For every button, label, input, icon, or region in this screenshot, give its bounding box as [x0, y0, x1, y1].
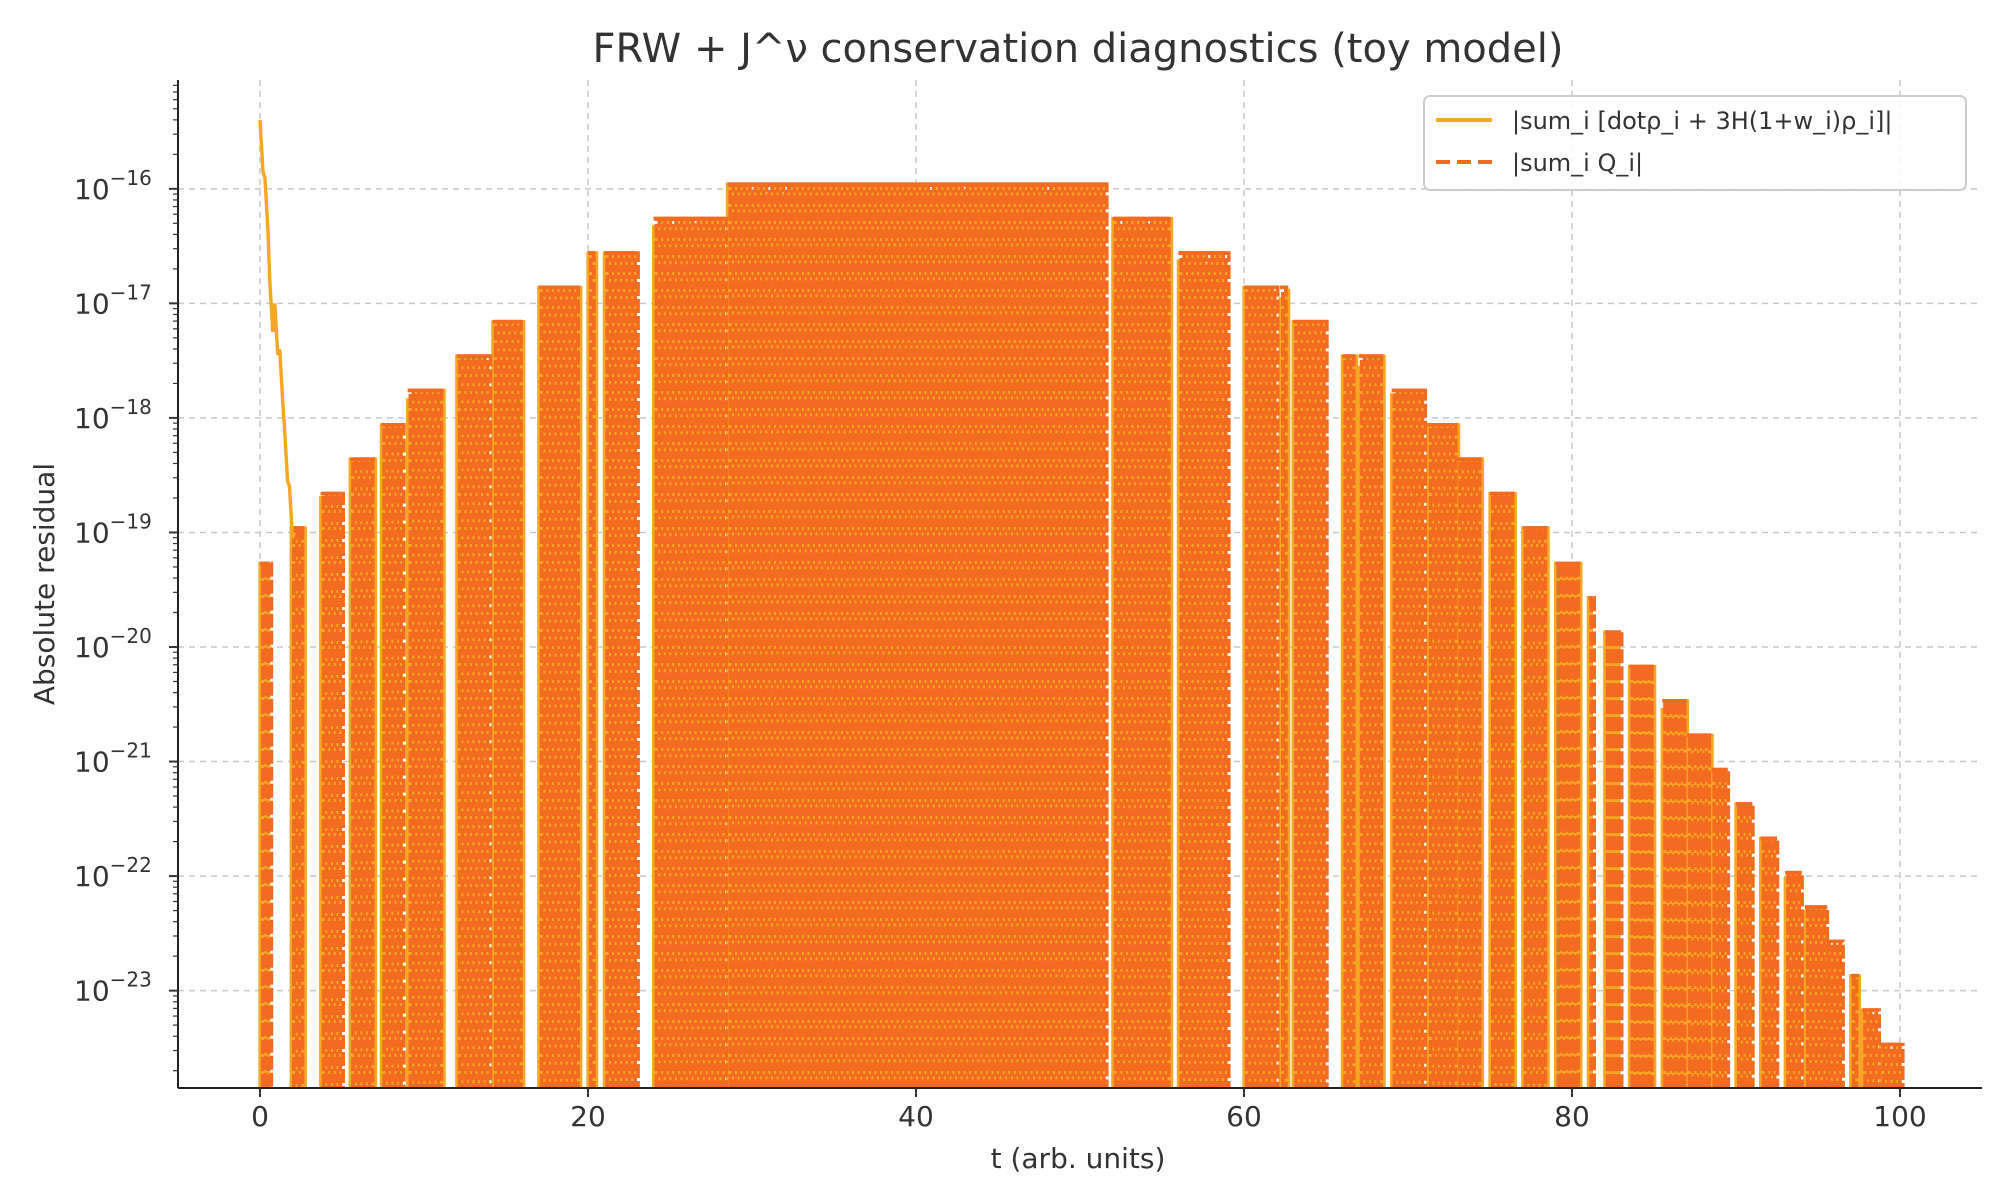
x-tick-label: 20	[570, 1100, 606, 1133]
series-source-spikes	[1458, 457, 1482, 1088]
series-source-spikes	[261, 561, 274, 1088]
series-source-spikes	[1605, 630, 1624, 1088]
series-source-spikes	[1179, 251, 1231, 1088]
y-tick-label: 10−16	[74, 166, 152, 206]
legend-label-constraint: |sum_i [dotρ_i + 3H(1+w_i)ρ_i]|	[1512, 107, 1893, 135]
series-source-spikes	[1392, 388, 1428, 1088]
series-source-spikes	[1827, 939, 1845, 1088]
ticks-layer: 0 20 40 60 80 100 10−16 10−17 10−18 10−19 10−20 10−…	[74, 84, 1927, 1133]
series-source-spikes	[408, 388, 444, 1088]
y-axis-label: Absolute residual	[28, 463, 61, 705]
series-source-spikes	[1556, 561, 1580, 1088]
series-constraint-decay	[258, 120, 297, 539]
x-axis-label: t (arb. units)	[991, 1142, 1166, 1175]
series-source-spikes	[1761, 836, 1780, 1088]
series-source-spikes	[457, 354, 493, 1088]
legend: |sum_i [dotρ_i + 3H(1+w_i)ρ_i]| |sum_i Q…	[1423, 95, 1967, 191]
series-source-spikes	[1663, 699, 1687, 1088]
chart-title: FRW + J^ν conservation diagnostics (toy …	[593, 26, 1564, 72]
y-tick-label: 10−19	[74, 509, 152, 549]
y-tick-label: 10−18	[74, 395, 152, 435]
x-tick-label: 100	[1873, 1100, 1926, 1133]
series-source-spikes	[1589, 595, 1596, 1088]
y-tick-label: 10−22	[74, 853, 152, 893]
y-tick-label: 10−23	[74, 968, 152, 1008]
y-tick-label: 10−17	[74, 280, 152, 320]
x-tick-label: 40	[898, 1100, 934, 1133]
series-source-spikes	[1737, 802, 1755, 1088]
series-source-spikes	[292, 526, 305, 1088]
series-source-spikes	[605, 251, 640, 1088]
legend-label-source: |sum_i Q_i|	[1512, 149, 1643, 177]
series-source-spikes	[1294, 319, 1329, 1088]
x-tick-label: 60	[1226, 1100, 1262, 1133]
x-tick-label: 0	[251, 1100, 269, 1133]
y-tick-label: 10−20	[74, 624, 152, 664]
x-tick-label: 80	[1554, 1100, 1590, 1133]
series-source-spikes	[1630, 664, 1654, 1088]
axes-layer	[177, 80, 1982, 1089]
legend-frame	[1423, 95, 1967, 191]
series-constraint-spikes	[1278, 288, 1291, 1088]
series-source-spikes	[493, 319, 523, 1088]
data-layer	[258, 120, 1905, 1088]
series-source-spikes	[1343, 354, 1356, 1088]
series-source-spikes	[1687, 733, 1712, 1088]
series-source-spikes	[351, 457, 375, 1088]
series-source-spikes	[1245, 285, 1280, 1088]
y-tick-label: 10−21	[74, 739, 152, 779]
